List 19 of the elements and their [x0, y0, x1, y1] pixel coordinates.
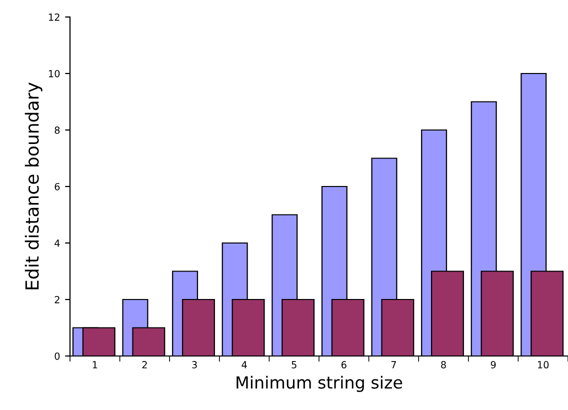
- x-tick-label: 6: [341, 361, 346, 368]
- x-tick-label: 4: [242, 361, 247, 368]
- y-tick-label: 6: [54, 182, 60, 190]
- x-tick-label: 7: [391, 361, 396, 368]
- x-axis-title: Minimum string size: [236, 376, 402, 392]
- x-tick-label: 1: [92, 361, 98, 368]
- y-tick-label: 0: [54, 352, 60, 360]
- x-tick-label: 9: [490, 361, 496, 368]
- y-tick-label: 12: [48, 13, 60, 21]
- x-tick-label: 8: [441, 361, 446, 368]
- y-tick-label: 4: [54, 240, 60, 247]
- x-tick-label: 3: [192, 361, 197, 368]
- x-tick-label: 2: [142, 361, 147, 368]
- y-tick-label: 8: [54, 126, 60, 134]
- y-tick-label: 2: [54, 296, 60, 304]
- y-tick-label: 10: [48, 70, 60, 78]
- x-tick-label: 5: [292, 361, 296, 368]
- y-axis-title: Edit distance boundary: [24, 82, 42, 290]
- x-tick-label: 10: [538, 361, 549, 368]
